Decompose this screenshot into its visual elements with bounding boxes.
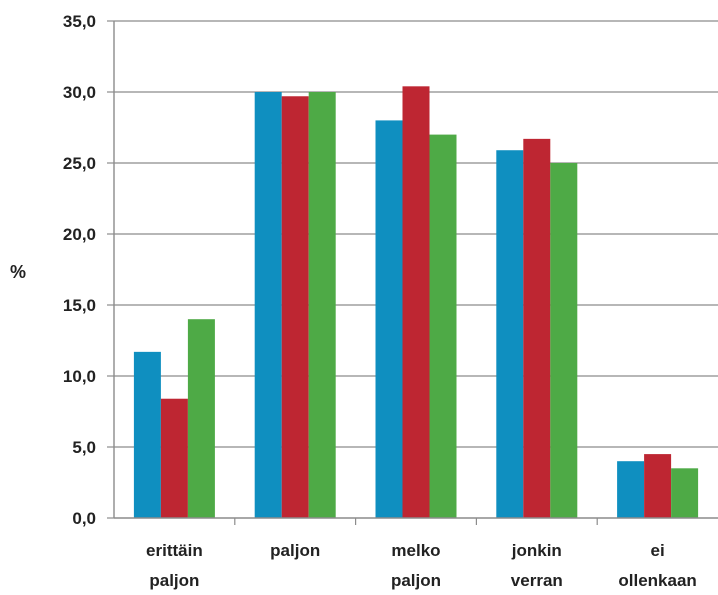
bar-series2-cat2 bbox=[281, 96, 309, 518]
bar-series1-cat2 bbox=[254, 92, 282, 518]
category-label: ollenkaan bbox=[618, 571, 696, 590]
category-label: jonkin bbox=[511, 541, 562, 560]
y-tick-label: 15,0 bbox=[63, 296, 96, 315]
category-label: verran bbox=[511, 571, 563, 590]
category-label: erittäin bbox=[146, 541, 203, 560]
y-tick-label: 30,0 bbox=[63, 83, 96, 102]
bar-series1-cat5 bbox=[617, 461, 645, 518]
category-labels: erittäin paljon paljon melko paljon jonkin ver… bbox=[146, 541, 697, 590]
y-tick-label: 35,0 bbox=[63, 12, 96, 31]
bar-series1-cat3 bbox=[375, 120, 403, 519]
bars bbox=[133, 86, 699, 519]
bar-series2-cat3 bbox=[402, 86, 430, 518]
category-label: paljon bbox=[149, 571, 199, 590]
bar-series3-cat2 bbox=[308, 92, 336, 518]
bar-series2-cat4 bbox=[523, 138, 551, 519]
bar-series1-cat1 bbox=[133, 351, 161, 518]
category-label: melko bbox=[391, 541, 440, 560]
bar-series3-cat1 bbox=[187, 319, 215, 518]
bar-series3-cat5 bbox=[671, 468, 699, 518]
y-tick-labels: 0,0 5,0 10,0 15,0 20,0 25,0 30,0 35,0 bbox=[63, 12, 96, 528]
axes bbox=[113, 21, 718, 525]
category-label: paljon bbox=[270, 541, 320, 560]
y-tick-label: 25,0 bbox=[63, 154, 96, 173]
y-tick-label: 5,0 bbox=[72, 438, 96, 457]
y-tick-label: 20,0 bbox=[63, 225, 96, 244]
bar-series2-cat5 bbox=[644, 454, 672, 518]
bar-series3-cat4 bbox=[550, 163, 578, 518]
y-tick-label: 0,0 bbox=[72, 509, 96, 528]
bar-series1-cat4 bbox=[496, 150, 524, 518]
category-label: paljon bbox=[391, 571, 441, 590]
y-tick-label: 10,0 bbox=[63, 367, 96, 386]
bar-series3-cat3 bbox=[429, 134, 457, 518]
bar-series2-cat1 bbox=[160, 398, 188, 518]
y-axis-label: % bbox=[10, 262, 26, 282]
category-label: ei bbox=[651, 541, 665, 560]
